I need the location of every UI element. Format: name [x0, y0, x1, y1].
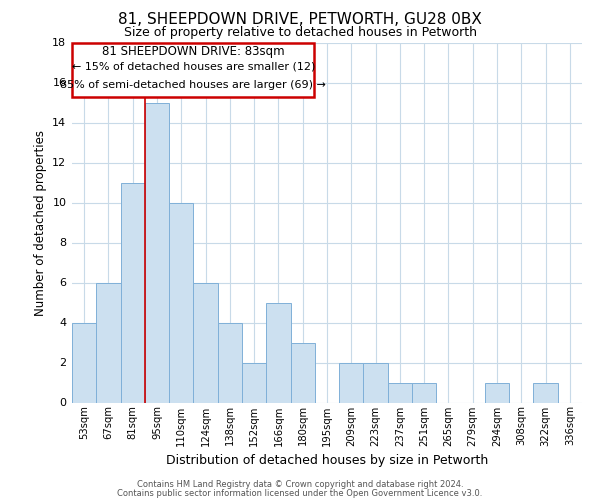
Text: 81, SHEEPDOWN DRIVE, PETWORTH, GU28 0BX: 81, SHEEPDOWN DRIVE, PETWORTH, GU28 0BX: [118, 12, 482, 28]
Bar: [193, 282, 218, 403]
Bar: [485, 382, 509, 402]
Bar: [533, 382, 558, 402]
Bar: [218, 322, 242, 402]
Bar: [339, 362, 364, 403]
Bar: [388, 382, 412, 402]
Bar: [242, 362, 266, 403]
Text: Size of property relative to detached houses in Petworth: Size of property relative to detached ho…: [124, 26, 476, 39]
FancyBboxPatch shape: [73, 42, 314, 96]
Text: Contains HM Land Registry data © Crown copyright and database right 2024.: Contains HM Land Registry data © Crown c…: [137, 480, 463, 489]
Bar: [145, 102, 169, 403]
Bar: [364, 362, 388, 403]
Text: 85% of semi-detached houses are larger (69) →: 85% of semi-detached houses are larger (…: [61, 80, 326, 90]
Bar: [121, 182, 145, 402]
Bar: [96, 282, 121, 403]
X-axis label: Distribution of detached houses by size in Petworth: Distribution of detached houses by size …: [166, 454, 488, 467]
Bar: [412, 382, 436, 402]
Y-axis label: Number of detached properties: Number of detached properties: [34, 130, 47, 316]
Text: Contains public sector information licensed under the Open Government Licence v3: Contains public sector information licen…: [118, 488, 482, 498]
Text: 81 SHEEPDOWN DRIVE: 83sqm: 81 SHEEPDOWN DRIVE: 83sqm: [102, 45, 285, 58]
Bar: [290, 342, 315, 402]
Text: ← 15% of detached houses are smaller (12): ← 15% of detached houses are smaller (12…: [72, 62, 315, 72]
Bar: [169, 202, 193, 402]
Bar: [72, 322, 96, 402]
Bar: [266, 302, 290, 402]
